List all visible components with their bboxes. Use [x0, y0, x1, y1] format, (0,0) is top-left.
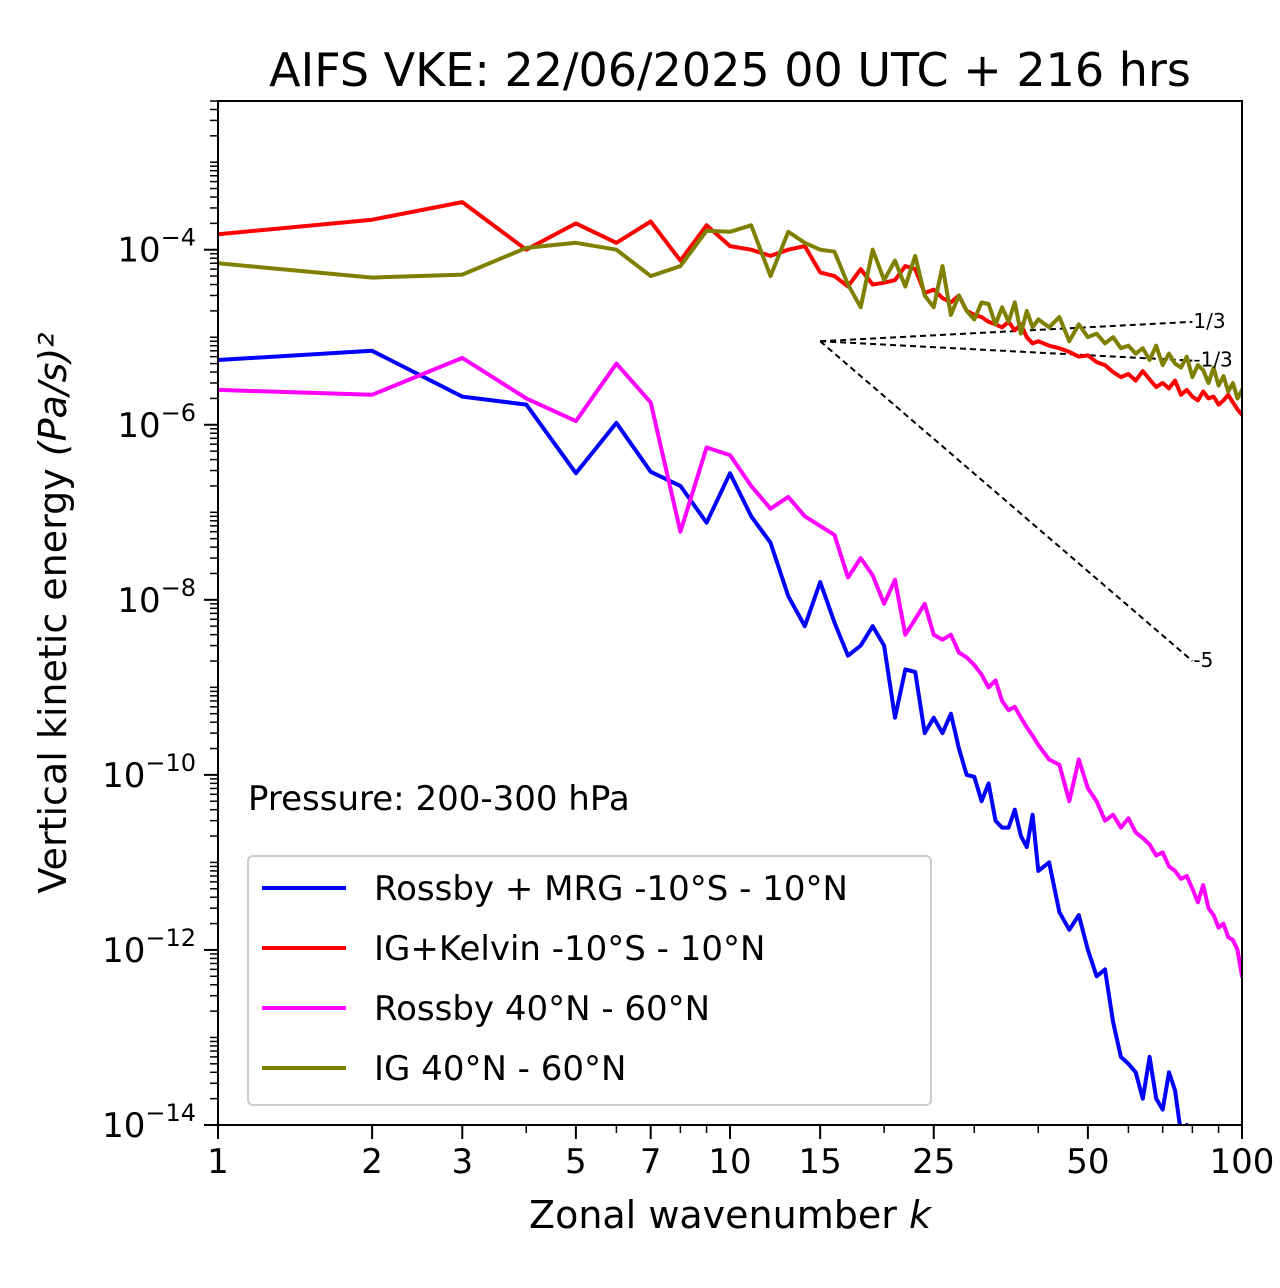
x-axis-label-variable: k [909, 1193, 933, 1237]
reference-line-slope-1-3 [820, 320, 1193, 343]
y-axis-label-units: (Pa/s)² [31, 333, 75, 457]
y-tick-label: 10−14 [102, 1099, 196, 1146]
chart-title: AIFS VKE: 22/06/2025 00 UTC + 216 hrs [269, 43, 1191, 97]
legend-label-rossby-mrg-10-s-10-n: Rossby + MRG -10°S - 10°N [374, 869, 848, 909]
y-axis-label: Vertical kinetic energy (Pa/s)² [31, 333, 75, 894]
x-tick-label: 1 [207, 1142, 229, 1182]
x-tick-label: 7 [640, 1142, 662, 1182]
x-tick-label: 25 [912, 1142, 955, 1182]
reference-labels: 1/3 -1/3 -5 [1193, 309, 1232, 672]
legend-label-rossby-40-n-60-n: Rossby 40°N - 60°N [374, 989, 710, 1029]
x-axis: 1 2 3 5 7 10 15 25 50 100 [207, 1125, 1274, 1182]
pressure-annotation: Pressure: 200-300 hPa [248, 779, 630, 819]
y-axis-label-text: Vertical kinetic energy [31, 468, 75, 893]
y-tick-label: 10−4 [117, 224, 196, 271]
y-tick-label: 10−6 [117, 399, 196, 446]
legend: Rossby + MRG -10°S - 10°N IG+Kelvin -10°S… [247, 855, 932, 1106]
series-line-ig-40-n-60-n [218, 223, 1242, 401]
legend-box [247, 855, 932, 1106]
reference-line-label-5: -5 [1193, 648, 1213, 672]
x-tick-label: 10 [708, 1142, 751, 1182]
reference-lines [819, 320, 1194, 662]
reference-line-slope-5 [819, 340, 1194, 662]
reference-line-label-1-3: 1/3 [1193, 309, 1225, 333]
x-tick-label: 5 [565, 1142, 587, 1182]
x-tick-label: 50 [1066, 1142, 1109, 1182]
y-tick-label: 10−10 [102, 749, 196, 796]
y-tick-label: 10−8 [117, 574, 196, 621]
reference-line-slope-1-3 [820, 340, 1193, 362]
series-lines [218, 200, 1242, 1125]
x-axis-label: Zonal wavenumber k [529, 1193, 933, 1237]
x-axis-label-text: Zonal wavenumber [529, 1193, 897, 1237]
legend-label-ig-40-n-60-n: IG 40°N - 60°N [374, 1049, 626, 1089]
y-tick-label: 10−12 [102, 924, 196, 971]
series-line-rossby-mrg-10-s-10-n [218, 348, 1189, 1125]
x-tick-label: 15 [799, 1142, 842, 1182]
series-line-rossby-40-n-60-n [218, 355, 1242, 979]
x-tick-label: 100 [1210, 1142, 1275, 1182]
reference-line-label-1-3: -1/3 [1193, 348, 1232, 372]
y-axis: 10−14 10−12 10−10 10−8 10−6 10−4 [102, 100, 218, 1146]
x-tick-label: 2 [361, 1142, 383, 1182]
x-tick-label: 3 [451, 1142, 473, 1182]
legend-label-ig-kelvin-10-s-10-n: IG+Kelvin -10°S - 10°N [374, 929, 765, 969]
